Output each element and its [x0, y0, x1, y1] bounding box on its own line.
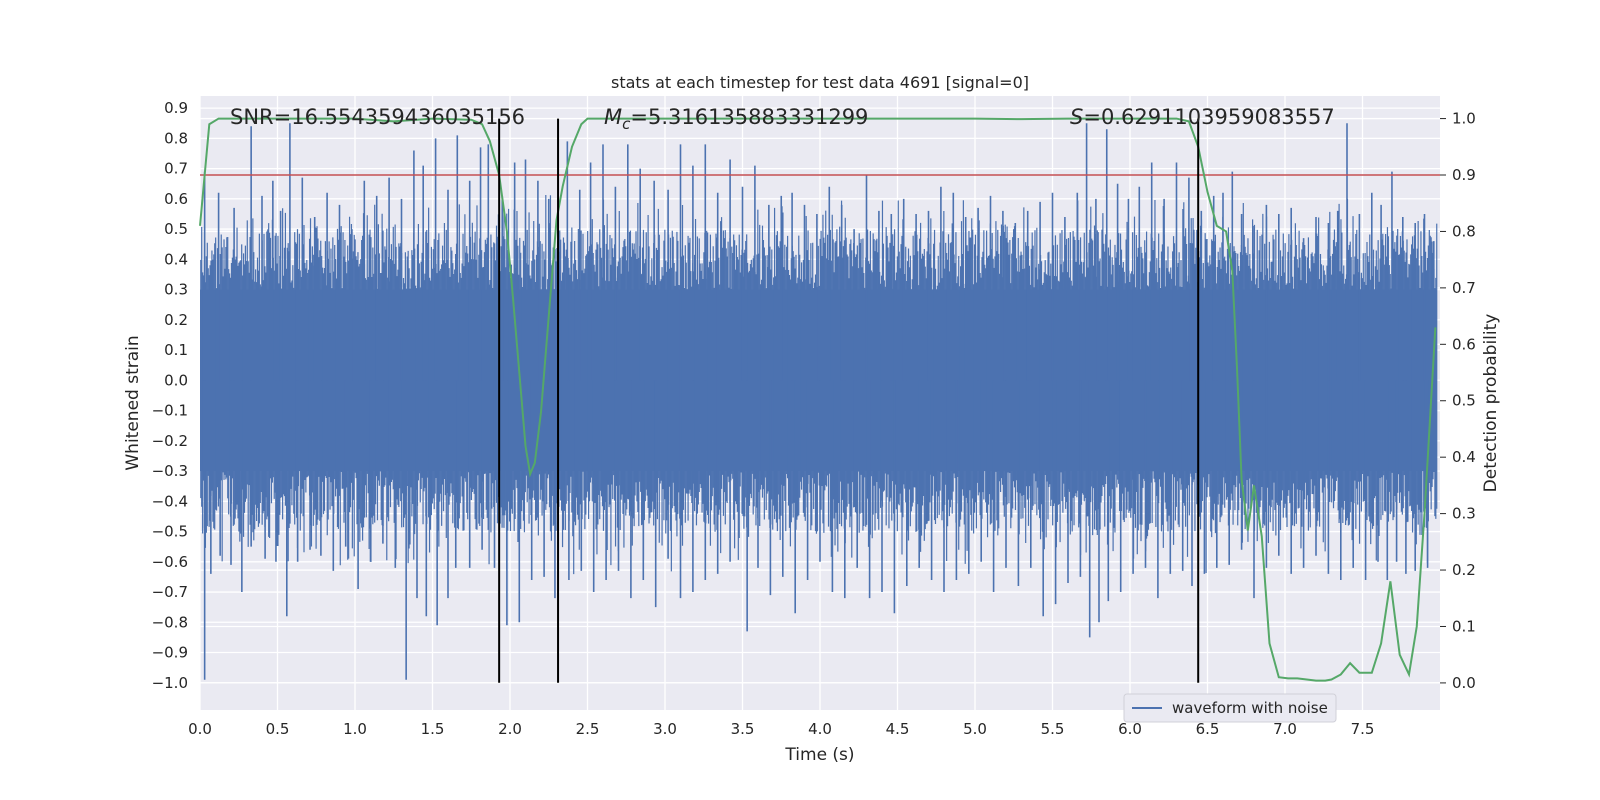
y-tick-label: 0.0	[164, 371, 188, 389]
y2-tick-label: 0.2	[1452, 561, 1476, 579]
x-tick-label: 6.0	[1118, 720, 1142, 738]
y2-axis-ticks: 1.0 0.9 0.8 0.7 0.6 0.5 0.4 0.3 0.2 0.1 0.0	[1440, 110, 1476, 692]
x-tick-label: 4.0	[808, 720, 832, 738]
x-tick-label: 7.0	[1273, 720, 1297, 738]
x-tick-label: 7.5	[1351, 720, 1375, 738]
y-tick-label: 0.4	[164, 250, 188, 268]
y-tick-label: 0.3	[164, 281, 188, 299]
y-tick-label: 0.2	[164, 311, 188, 329]
x-tick-label: 0.0	[188, 720, 212, 738]
y2-tick-label: 0.6	[1452, 335, 1476, 353]
y-tick-label: 0.1	[164, 341, 188, 359]
legend: waveform with noise	[1123, 693, 1337, 723]
x-tick-label: 1.0	[343, 720, 367, 738]
x-tick-label: 6.5	[1196, 720, 1220, 738]
y2-axis-label: Detection probability	[1481, 314, 1501, 493]
y-tick-label: −0.7	[152, 583, 188, 601]
x-tick-label: 2.0	[498, 720, 522, 738]
chirp-mass-symbol: M	[604, 105, 622, 129]
y-tick-label: −0.5	[152, 523, 188, 541]
s-symbol: S	[1070, 105, 1083, 129]
y2-tick-label: 0.3	[1452, 505, 1476, 523]
y-tick-label: 0.8	[164, 129, 188, 147]
y-tick-label: −0.1	[152, 402, 188, 420]
y2-tick-label: 0.7	[1452, 279, 1476, 297]
legend-box	[1123, 693, 1337, 723]
annotation-s-value: S=0.6291103959083557	[1070, 105, 1335, 129]
y-tick-label: 0.5	[164, 220, 188, 238]
y2-tick-label: 0.0	[1452, 674, 1476, 692]
event-markers	[498, 118, 1200, 683]
probability-series	[199, 117, 1440, 682]
annotation-snr: SNR=16.554359436035156	[230, 105, 525, 129]
x-tick-label: 5.5	[1041, 720, 1065, 738]
x-tick-label: 5.0	[963, 720, 987, 738]
chirp-mass-value: =5.316135883331299	[630, 105, 868, 129]
probability-line	[199, 117, 1437, 682]
x-axis-label: Time (s)	[784, 745, 854, 765]
y-axis-label: Whitened strain	[123, 335, 143, 470]
y-tick-label: −1.0	[152, 674, 188, 692]
x-axis-ticks: 0.0 0.5 1.0 1.5 2.0 2.5 3.0 3.5 4.0 4.5 5.0 5.5 6.0 6…	[188, 720, 1374, 738]
y-tick-label: −0.3	[152, 462, 188, 480]
x-tick-label: 0.5	[266, 720, 290, 738]
y2-tick-label: 0.4	[1452, 448, 1476, 466]
y-tick-label: −0.9	[152, 644, 188, 662]
s-value: =0.6291103959083557	[1083, 105, 1334, 129]
waveform-series	[200, 123, 1438, 680]
y-tick-label: 0.6	[164, 190, 188, 208]
y-tick-label: −0.8	[152, 613, 188, 631]
legend-label: waveform with noise	[1172, 699, 1328, 717]
y2-tick-label: 0.9	[1452, 166, 1476, 184]
x-tick-label: 3.0	[653, 720, 677, 738]
y2-tick-label: 0.1	[1452, 617, 1476, 635]
y-tick-label: −0.6	[152, 553, 188, 571]
x-tick-label: 1.5	[421, 720, 445, 738]
y-axis-ticks: 0.9 0.8 0.7 0.6 0.5 0.4 0.3 0.2 0.1 0.0 −0.1 −0.2 −0…	[152, 99, 188, 692]
y-tick-label: 0.9	[164, 99, 188, 117]
y2-tick-label: 1.0	[1452, 110, 1476, 128]
x-tick-label: 2.5	[576, 720, 600, 738]
x-tick-label: 4.5	[886, 720, 910, 738]
y2-tick-label: 0.5	[1452, 392, 1476, 410]
y-tick-label: −0.2	[152, 432, 188, 450]
y2-tick-label: 0.8	[1452, 222, 1476, 240]
annotation-chirp-mass: Mc=5.316135883331299	[604, 105, 868, 133]
x-tick-label: 3.5	[731, 720, 755, 738]
y-tick-label: 0.7	[164, 160, 188, 178]
y-tick-label: −0.4	[152, 492, 188, 510]
chirp-mass-subscript: c	[622, 115, 631, 133]
chart-title: stats at each timestep for test data 469…	[611, 73, 1029, 92]
